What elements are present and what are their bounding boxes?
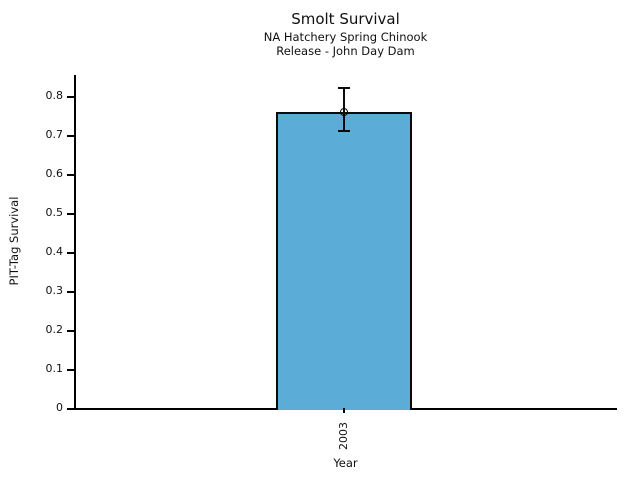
- chart-title: Smolt Survival: [291, 10, 400, 28]
- y-tick-label: 0.5: [45, 206, 64, 219]
- y-axis-label: PIT-Tag Survival: [7, 196, 21, 286]
- y-tick-mark: [67, 212, 74, 215]
- y-tick-label: 0.6: [45, 167, 64, 180]
- y-tick-mark: [67, 95, 74, 98]
- x-axis-label: Year: [333, 456, 358, 470]
- y-tick-mark: [67, 134, 74, 137]
- chart-subtitle-line1: NA Hatchery Spring Chinook: [263, 30, 428, 44]
- y-tick-label: 0.2: [45, 323, 64, 336]
- x-tick-label: 2003: [337, 422, 350, 450]
- chart-subtitle-line2: Release - John Day Dam: [276, 44, 415, 58]
- y-tick-label: 0.8: [45, 89, 64, 102]
- y-tick-label: 0.7: [45, 128, 64, 141]
- y-axis-spine: [74, 75, 76, 410]
- x-tick-mark: [343, 408, 345, 413]
- error-bar-center-marker: [340, 107, 348, 116]
- y-tick-mark: [67, 251, 74, 254]
- y-tick-label: 0.1: [45, 362, 64, 375]
- error-bar-cap-top: [338, 87, 350, 90]
- y-tick-mark: [67, 173, 74, 176]
- y-tick-label: 0.3: [45, 284, 64, 297]
- y-tick-label: 0.4: [45, 245, 64, 258]
- survival-bar: [276, 111, 412, 410]
- y-tick-mark: [67, 407, 74, 410]
- y-tick-mark: [67, 290, 74, 293]
- y-tick-mark: [67, 368, 74, 371]
- error-bar-cap-bottom: [338, 130, 350, 133]
- y-tick-mark: [67, 329, 74, 332]
- y-tick-label: 0: [56, 401, 63, 414]
